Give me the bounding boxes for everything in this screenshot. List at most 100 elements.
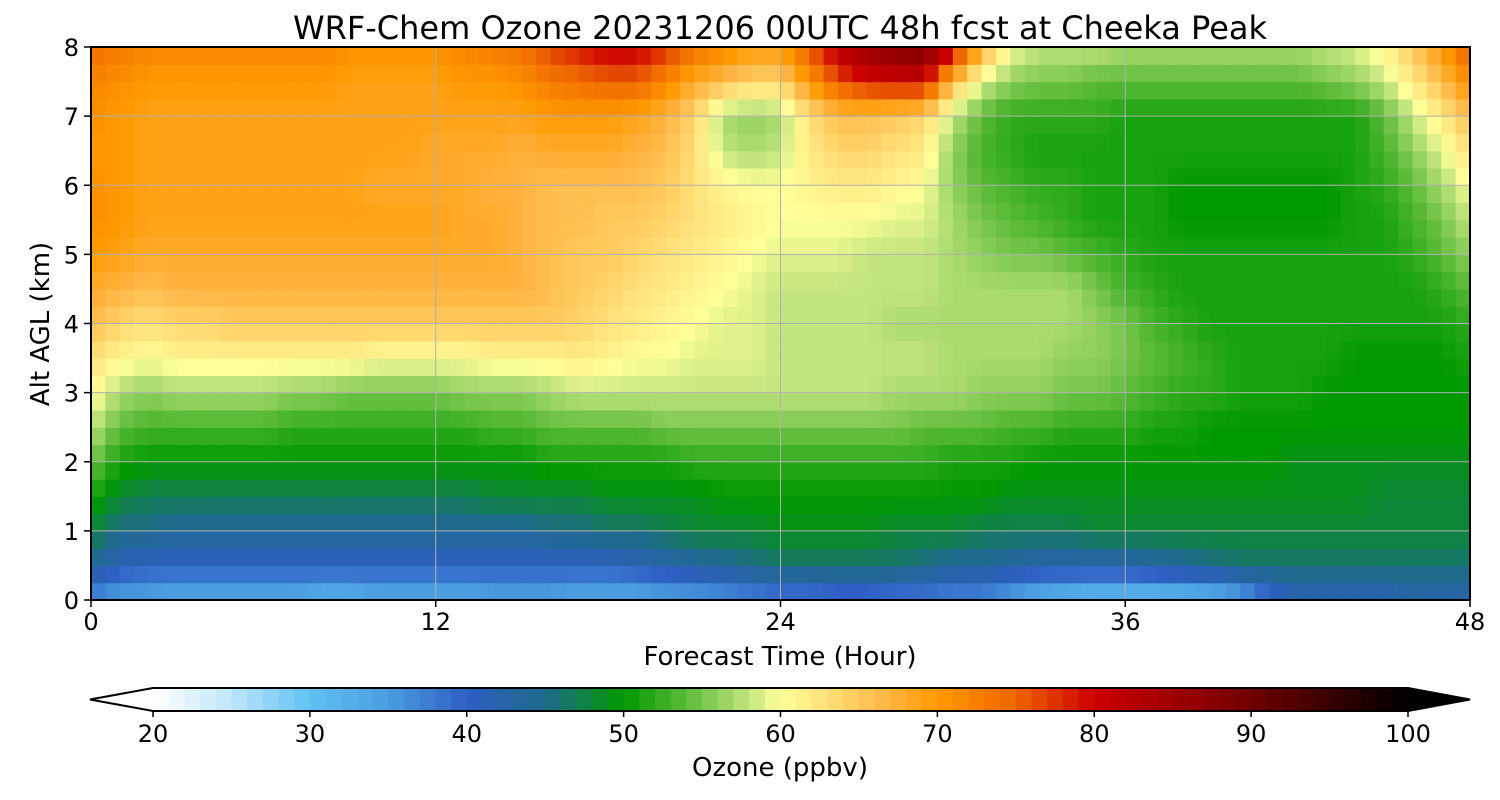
heatmap-cell xyxy=(407,202,422,221)
heatmap-cell xyxy=(191,237,207,255)
heatmap-cell xyxy=(1398,323,1414,342)
heatmap-cell xyxy=(105,340,121,359)
heatmap-cell xyxy=(392,306,408,325)
heatmap-cell xyxy=(1024,461,1040,480)
heatmap-cell xyxy=(981,375,997,394)
heatmap-cell xyxy=(277,150,293,169)
heatmap-cell xyxy=(895,375,911,394)
heatmap-cell xyxy=(1441,479,1457,497)
heatmap-cell xyxy=(1153,530,1169,549)
heatmap-cell xyxy=(407,64,422,83)
heatmap-cell xyxy=(1441,185,1457,204)
heatmap-cell xyxy=(507,185,523,204)
heatmap-cell xyxy=(1225,150,1241,169)
heatmap-cell xyxy=(162,461,178,480)
heatmap-cell xyxy=(1153,358,1169,376)
heatmap-cell xyxy=(550,133,566,152)
heatmap-cell xyxy=(91,64,106,83)
heatmap-cell xyxy=(780,358,796,376)
heatmap-cell xyxy=(191,254,207,273)
heatmap-cell xyxy=(1426,133,1442,152)
heatmap-cell xyxy=(565,288,580,307)
heatmap-cell xyxy=(995,254,1011,273)
heatmap-cell xyxy=(1211,548,1227,567)
heatmap-cell xyxy=(694,409,710,428)
heatmap-cell xyxy=(866,133,882,152)
heatmap-cell xyxy=(536,150,552,169)
heatmap-cell xyxy=(1383,358,1399,376)
heatmap-cell xyxy=(306,271,322,290)
heatmap-cell xyxy=(1197,64,1213,83)
heatmap-cell xyxy=(134,358,150,376)
heatmap-cell xyxy=(1311,496,1327,515)
heatmap-cell xyxy=(1426,565,1442,584)
heatmap-cell xyxy=(1311,254,1327,273)
heatmap-cell xyxy=(91,340,106,359)
heatmap-cell xyxy=(435,427,451,446)
heatmap-cell xyxy=(593,479,609,497)
heatmap-cell xyxy=(1139,461,1155,480)
heatmap-cell xyxy=(1426,219,1442,238)
heatmap-cell xyxy=(421,306,437,325)
heatmap-cell xyxy=(450,150,466,169)
heatmap-cell xyxy=(665,133,681,152)
heatmap-cell xyxy=(177,64,193,83)
heatmap-cell xyxy=(220,565,236,584)
heatmap-cell xyxy=(550,98,566,117)
heatmap-cell xyxy=(995,375,1011,394)
heatmap-cell xyxy=(1182,548,1198,567)
heatmap-cell xyxy=(1168,219,1184,238)
colorbar-segment xyxy=(1282,688,1299,711)
heatmap-cell xyxy=(1240,323,1256,342)
heatmap-cell xyxy=(1441,548,1457,567)
heatmap-cell xyxy=(220,219,236,238)
heatmap-cell xyxy=(909,496,925,515)
heatmap-cell xyxy=(723,582,738,601)
heatmap-cell xyxy=(1311,530,1327,549)
heatmap-cell xyxy=(995,185,1011,204)
heatmap-cell xyxy=(335,288,351,307)
heatmap-cell xyxy=(651,271,667,290)
heatmap-cell xyxy=(593,47,609,65)
heatmap-cell xyxy=(565,133,580,152)
heatmap-cell xyxy=(1197,185,1213,204)
heatmap-cell xyxy=(1153,565,1169,584)
heatmap-cell xyxy=(335,254,351,273)
heatmap-cell xyxy=(1383,461,1399,480)
heatmap-cell xyxy=(895,271,911,290)
heatmap-cell xyxy=(493,358,509,376)
colorbar-segment xyxy=(749,688,766,711)
heatmap-cell xyxy=(148,548,164,567)
heatmap-cell xyxy=(105,254,121,273)
heatmap-cell xyxy=(162,306,178,325)
heatmap-cell xyxy=(723,306,738,325)
heatmap-cell xyxy=(134,392,150,411)
heatmap-cell xyxy=(651,323,667,342)
heatmap-cell xyxy=(1010,375,1026,394)
heatmap-cell xyxy=(464,444,480,463)
heatmap-cell xyxy=(134,375,150,394)
heatmap-cell xyxy=(1139,582,1155,601)
heatmap-cell xyxy=(1039,237,1055,255)
heatmap-cell xyxy=(550,237,566,255)
heatmap-cell xyxy=(837,288,853,307)
heatmap-cell xyxy=(952,167,968,186)
heatmap-cell xyxy=(823,306,839,325)
heatmap-cell xyxy=(1197,237,1213,255)
heatmap-cell xyxy=(536,375,552,394)
colorbar-segment xyxy=(341,688,358,711)
heatmap-cell xyxy=(579,444,595,463)
heatmap-cell xyxy=(1125,116,1141,135)
heatmap-cell xyxy=(1125,306,1141,325)
heatmap-cell xyxy=(493,323,509,342)
heatmap-cell xyxy=(1225,461,1241,480)
heatmap-cell xyxy=(435,150,451,169)
heatmap-cell xyxy=(134,150,150,169)
heatmap-cell xyxy=(378,116,394,135)
heatmap-cell xyxy=(1355,530,1371,549)
heatmap-cell xyxy=(249,582,264,601)
heatmap-cell xyxy=(349,254,365,273)
heatmap-cell xyxy=(823,461,839,480)
colorbar-segment xyxy=(639,688,656,711)
heatmap-cell xyxy=(694,167,710,186)
